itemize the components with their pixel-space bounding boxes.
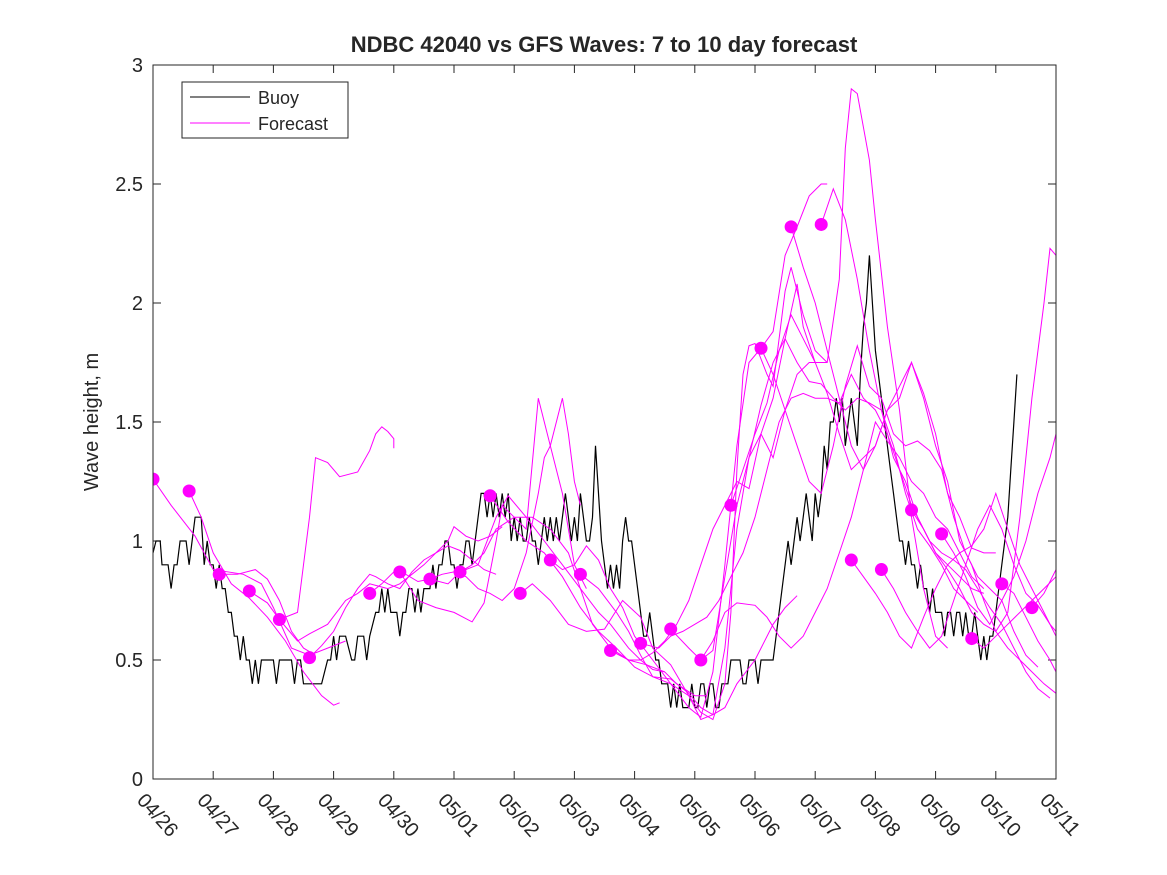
series-line-forecast xyxy=(219,569,316,656)
series-line-forecast xyxy=(188,490,340,706)
series-line-forecast xyxy=(369,398,581,602)
series-line-forecast xyxy=(429,516,665,673)
legend: Buoy Forecast xyxy=(181,81,349,139)
forecast-marker xyxy=(483,489,497,503)
y-tick-label: 2 xyxy=(132,293,143,315)
forecast-marker xyxy=(664,622,678,636)
y-tick-label: 3 xyxy=(132,55,143,77)
forecast-marker xyxy=(543,553,557,567)
series-line-forecast xyxy=(911,247,1056,633)
series-line-forecast xyxy=(399,398,587,623)
series-line-forecast xyxy=(941,433,1056,626)
forecast-marker xyxy=(784,220,798,234)
forecast-marker xyxy=(754,341,768,355)
forecast-marker xyxy=(242,584,256,598)
forecast-marker xyxy=(423,572,437,586)
y-tick-label: 0.5 xyxy=(115,650,143,672)
series-line-forecast xyxy=(279,545,497,642)
series-line-forecast xyxy=(790,226,1056,694)
legend-label-buoy: Buoy xyxy=(258,88,299,108)
forecast-marker xyxy=(153,472,160,486)
forecast-marker xyxy=(604,643,618,657)
legend-label-forecast: Forecast xyxy=(258,114,328,134)
forecast-marker xyxy=(935,527,949,541)
plot-frame xyxy=(152,64,1057,780)
forecast-marker xyxy=(724,498,738,512)
forecast-marker xyxy=(272,613,286,627)
series-line-forecast xyxy=(1001,583,1056,673)
series-line-forecast xyxy=(153,478,346,656)
y-tick-label: 1.5 xyxy=(115,412,143,434)
y-tick-label: 2.5 xyxy=(115,174,143,196)
series-line-forecast xyxy=(700,337,979,661)
series-line-forecast xyxy=(850,491,1056,649)
series-line-forecast xyxy=(880,504,1056,649)
forecast-marker xyxy=(965,632,979,646)
y-tick-label: 0 xyxy=(132,769,143,791)
forecast-marker xyxy=(212,567,226,581)
series-line-buoy xyxy=(153,255,1018,709)
forecast-marker xyxy=(363,586,377,600)
series-line-forecast xyxy=(760,344,1039,668)
forecast-marker xyxy=(874,563,888,577)
forecast-marker xyxy=(814,217,828,231)
y-tick-label: 1 xyxy=(132,531,143,553)
series-line-forecast xyxy=(971,576,1056,649)
forecast-marker xyxy=(453,565,467,579)
series-line-forecast xyxy=(610,87,948,661)
plot-area xyxy=(153,87,1056,721)
forecast-marker xyxy=(182,484,196,498)
y-axis-label: Wave height, m xyxy=(81,353,103,491)
forecast-marker xyxy=(573,567,587,581)
forecast-marker xyxy=(634,636,648,650)
forecast-marker xyxy=(303,651,317,665)
series-line-forecast xyxy=(459,494,707,697)
forecast-marker xyxy=(844,553,858,567)
forecast-marker xyxy=(393,565,407,579)
series-line-forecast xyxy=(549,267,828,721)
y-axis: 0 0.5 1 1.5 2 2.5 3 xyxy=(115,55,1056,791)
series-line-forecast xyxy=(519,362,816,721)
forecast-marker xyxy=(513,586,527,600)
forecast-marker xyxy=(905,503,919,517)
chart-title: NDBC 42040 vs GFS Waves: 7 to 10 day for… xyxy=(351,32,858,57)
forecast-marker xyxy=(694,653,708,667)
legend-box xyxy=(181,81,349,139)
series-line-forecast xyxy=(820,187,1051,699)
forecast-marker xyxy=(1025,601,1039,615)
series-line-forecast xyxy=(309,525,503,658)
series-line-forecast xyxy=(670,420,985,661)
forecast-marker xyxy=(995,577,1009,591)
